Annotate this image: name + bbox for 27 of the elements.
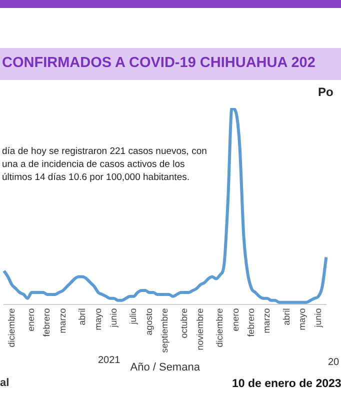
x-tick-label: junio — [108, 308, 119, 328]
x-tick-label: septiembre — [160, 308, 170, 353]
x-tick-label: agosto — [144, 308, 154, 336]
text: 2021 — [98, 354, 120, 368]
x-tick-label: febrero — [246, 308, 256, 337]
chart-title: CONFIRMADOS A COVID-19 CHIHUAHUA 202 — [2, 55, 316, 71]
x-tick-label: julio — [128, 308, 138, 326]
x-tick-label: mayo — [92, 308, 103, 330]
x-tick-label: febrero — [42, 308, 52, 337]
text: al — [0, 376, 10, 391]
x-tick-label: octubre — [179, 308, 190, 338]
x-tick-label: marzo — [262, 308, 272, 334]
x-tick-label: abril — [281, 308, 292, 326]
annotation: día de hoy se registraron 221 casos nuevos, con una a de incidencia de casos activos de los últimos 14 días 10.6 por 100,000 habitantes. — [2, 146, 208, 184]
x-tick-label: marzo — [57, 308, 68, 334]
x-tick-label: enero — [230, 308, 240, 332]
text: 10 de enero de 2023 — [232, 377, 341, 392]
x-tick-label: mayo — [297, 308, 308, 330]
x-tick-label: noviembre — [194, 308, 205, 350]
text: Po — [318, 84, 334, 100]
text: 20 — [328, 356, 340, 370]
x-tick-label: enero — [26, 308, 36, 332]
x-tick-label: diciembre — [214, 308, 225, 348]
x-tick-label: junio — [312, 308, 323, 328]
x-axis-title: Año / Semana — [130, 361, 201, 374]
x-tick-label: abril — [77, 308, 88, 326]
x-tick-label: diciembre — [6, 308, 16, 348]
